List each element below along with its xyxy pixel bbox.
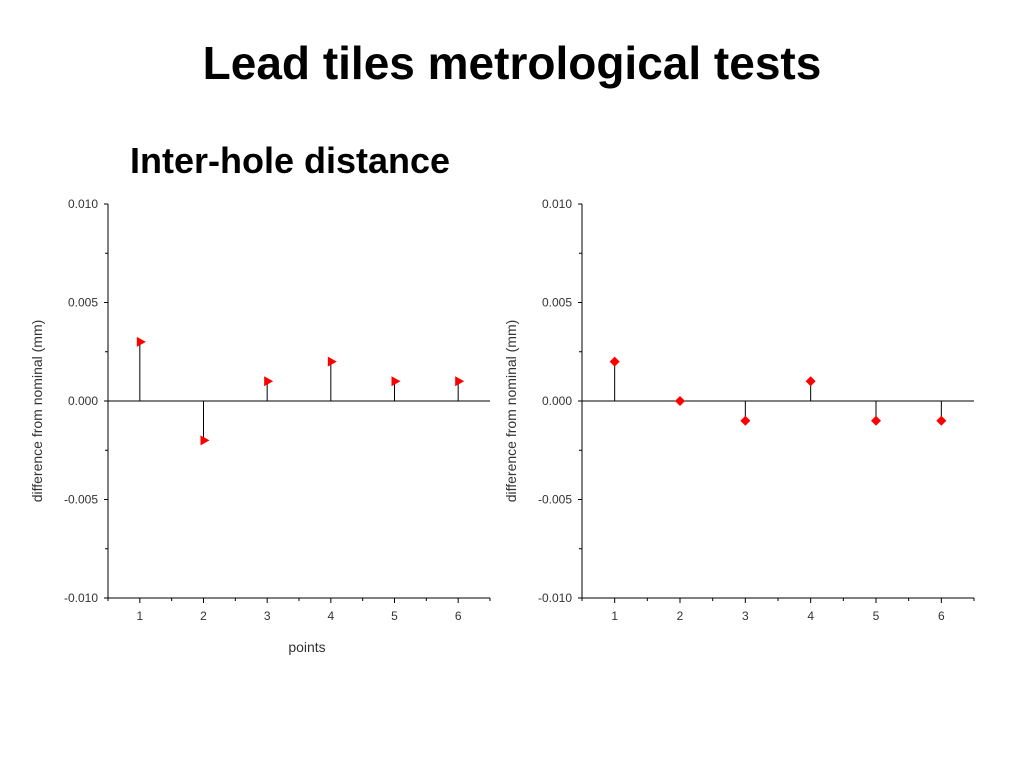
data-point-marker [264,376,274,387]
x-tick-label: 1 [611,609,618,623]
x-tick-label: 1 [136,609,143,623]
x-tick-label: 6 [455,609,462,623]
y-axis-label: difference from nominal (mm) [503,320,519,503]
data-point-marker [136,336,146,347]
data-point-marker [609,356,620,367]
x-tick-label: 2 [200,609,207,623]
data-point-marker [936,415,947,426]
x-tick-label: 2 [677,609,684,623]
x-tick-label: 3 [264,609,271,623]
data-point-marker [871,415,881,426]
y-tick-label: 0.000 [542,394,572,408]
y-tick-label: 0.010 [68,197,98,211]
y-tick-label: -0.005 [538,493,572,507]
x-tick-label: 5 [873,609,880,623]
slide-subtitle: Inter-hole distance [130,140,451,181]
y-tick-label: 0.000 [68,394,98,408]
data-point-marker [327,356,337,367]
data-point-marker [675,396,685,406]
x-tick-label: 3 [742,609,749,623]
data-point-marker [740,415,751,426]
y-tick-label: 0.010 [542,197,572,211]
x-tick-label: 6 [938,609,945,623]
y-tick-label: 0.005 [542,296,572,310]
slide-title: Lead tiles metrological tests [202,37,822,89]
chart-left: 0.010 0.005 0.000 -0.005 -0.010 1 2 3 4 5 6 differe… [29,197,491,655]
y-tick-label: -0.005 [64,493,98,507]
y-tick-label: -0.010 [538,591,572,605]
x-tick-label: 4 [327,609,334,623]
x-tick-label: 5 [391,609,398,623]
data-point-marker [455,376,465,387]
chart-right: 0.010 0.005 0.000 -0.005 -0.010 1 2 3 4 5 6 differe… [503,197,975,623]
y-axis-label: difference from nominal (mm) [29,320,45,503]
x-axis-label: points [288,639,325,655]
data-point-marker [391,376,401,387]
x-tick-label: 4 [807,609,814,623]
data-point-marker [200,435,210,446]
data-point-marker [805,376,816,387]
y-tick-label: -0.010 [64,591,98,605]
y-tick-label: 0.005 [68,296,98,310]
